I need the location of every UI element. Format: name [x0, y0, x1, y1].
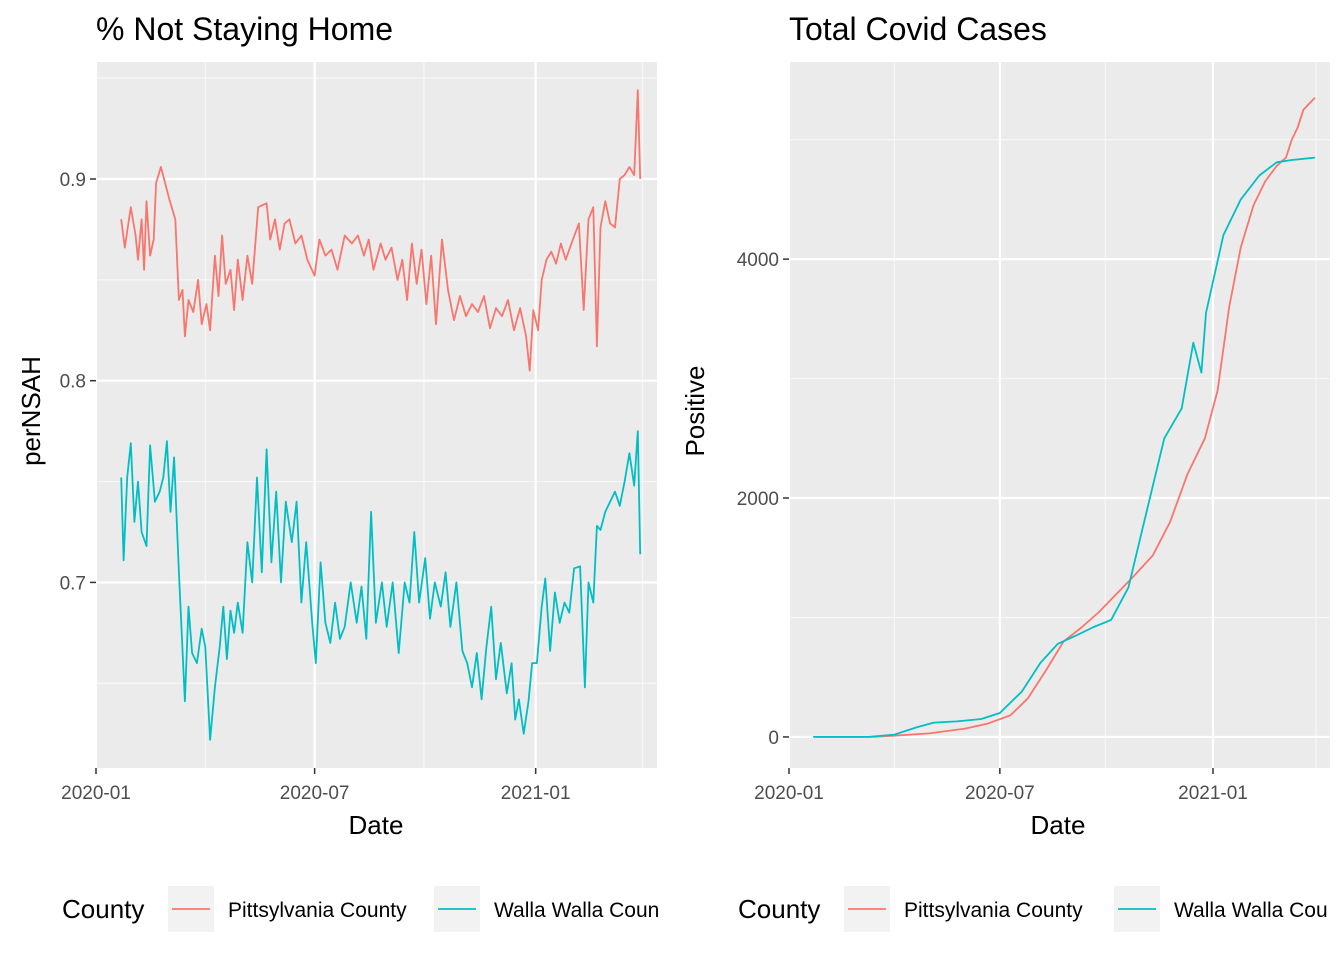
series-line-2 [120, 430, 642, 741]
y-axis-title: perNSAH [16, 356, 46, 466]
chart-2: 0 2000 4000 2020-01 2020-07 2021-01 Total Covi… [680, 11, 1330, 840]
legend-2: County Pittsylvania County Walla Walla Cou [738, 886, 1328, 932]
x-tick-label: 2020-07 [280, 783, 350, 804]
x-tick-label: 2021-01 [1178, 783, 1248, 804]
legend-entry-label: Walla Walla Coun [494, 899, 659, 922]
x-tick-label: 2020-01 [754, 783, 824, 804]
x-tick-label: 2020-01 [61, 783, 131, 804]
x-tick-label: 2021-01 [501, 783, 571, 804]
legend-entry-label: Pittsylvania County [228, 899, 407, 922]
y-tick-label: 2000 [737, 489, 779, 510]
x-axis-title: Date [1031, 810, 1086, 840]
y-tick-label: 0.7 [60, 573, 86, 594]
y-axis-title: Positive [680, 365, 710, 456]
chart-title: % Not Staying Home [96, 11, 393, 47]
x-axis-title: Date [349, 810, 404, 840]
series-line-2 [813, 156, 1315, 738]
y-tick-label: 0 [768, 728, 779, 749]
y-tick-label: 0.8 [60, 372, 86, 393]
y-tick-label: 0.9 [60, 170, 86, 191]
x-tick-label: 2020-07 [965, 783, 1035, 804]
y-tick-label: 4000 [737, 250, 779, 271]
chart-title: Total Covid Cases [789, 11, 1047, 47]
legend-entry-label: Pittsylvania County [904, 899, 1083, 922]
series-line-1 [120, 89, 642, 372]
legend-title: County [62, 894, 144, 924]
chart-1: 0.7 0.8 0.9 2020-01 2020-07 2021-01 % Not Stay… [16, 11, 657, 840]
legend-title: County [738, 894, 820, 924]
plot-panel [789, 62, 1330, 768]
legend-entry-label: Walla Walla Cou [1174, 899, 1328, 922]
legend-1: County Pittsylvania County Walla Walla Cou… [62, 886, 659, 932]
plot-panel [96, 62, 657, 768]
series-line-1 [813, 97, 1316, 738]
